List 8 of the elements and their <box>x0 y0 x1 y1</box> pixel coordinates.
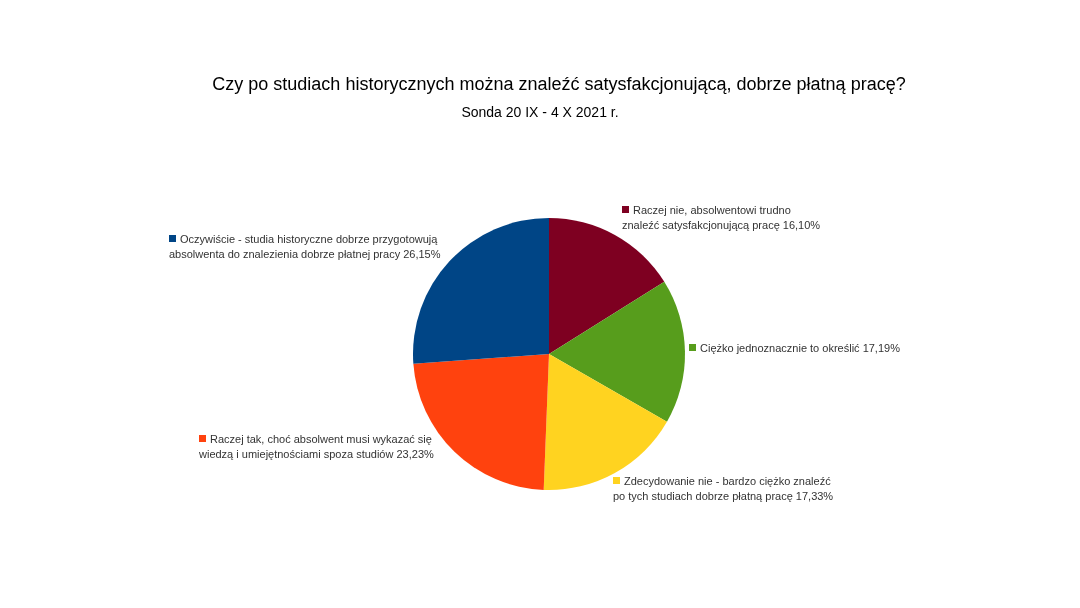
legend-label: Oczywiście - studia historyczne dobrze przygotowują absolwenta do znalezienia dobrze płatnej pracy 26,15% <box>169 233 441 260</box>
chart-title: Czy po studiach historycznych można znaleźć satysfakcjonującą, dobrze płatną pracę? <box>212 74 906 94</box>
legend-label: Zdecydowanie nie - bardzo ciężko znaleźć po tych studiach dobrze płatną pracę 17,33% <box>613 475 834 502</box>
legend-label: Raczej tak, choć absolwent musi wykazać się wiedzą i umiejętnościami spoza studiów 23,23% <box>198 433 435 460</box>
pie-slice <box>549 281 685 422</box>
chart-subtitle: Sonda 20 IX - 4 X 2021 r. <box>461 104 619 120</box>
legend-label: Raczej nie, absolwentowi trudno znaleźć satysfakcjonującą pracę 16,10% <box>622 204 821 231</box>
legend-label: Ciężko jednoznacznie to określić 17,19% <box>700 342 901 354</box>
